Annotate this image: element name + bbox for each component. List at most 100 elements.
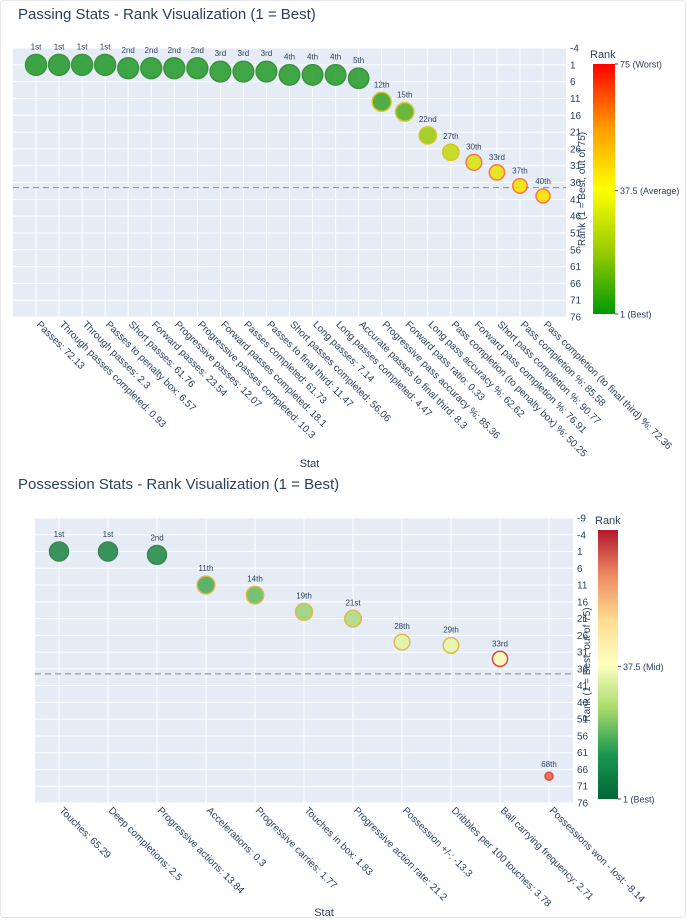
data-point [393, 633, 411, 651]
y-tick-label: 66 [570, 279, 582, 290]
data-label: 22nd [419, 115, 437, 124]
data-label: 2nd [168, 46, 181, 55]
chart-title: Passing Stats - Rank Visualization (1 = … [18, 6, 316, 23]
colorbar-title: Rank [595, 515, 621, 527]
data-point [371, 91, 392, 113]
y-tick-label: 71 [570, 296, 582, 307]
x-tick-label: Progressive action rate: 21.2 [351, 805, 449, 903]
y-tick-label: 6 [577, 564, 583, 575]
y-tick-label: -9 [577, 514, 586, 525]
data-point [535, 188, 551, 204]
data-label: 3rd [215, 49, 227, 58]
y-tick-label: 41 [577, 681, 589, 692]
data-point [465, 153, 483, 171]
data-label: 68th [541, 760, 557, 769]
y-tick-label: 1 [577, 547, 583, 558]
data-label: 3rd [238, 49, 250, 58]
y-tick-label: 26 [577, 631, 589, 642]
y-tick-label: 16 [577, 597, 589, 608]
colorbar-tick-label: 37.5 (Mid) [623, 662, 664, 672]
data-point [491, 650, 509, 668]
data-label: 37th [512, 167, 528, 176]
y-tick-label: 76 [570, 313, 582, 324]
y-tick-label: -4 [570, 44, 579, 55]
chart-title: Possession Stats - Rank Visualization (1… [18, 476, 340, 493]
data-label: 33rd [492, 639, 508, 648]
y-tick-label: 21 [577, 614, 589, 625]
data-point [70, 53, 94, 77]
possession-chart: Possession Stats - Rank Visualization (1… [0, 470, 686, 920]
colorbar-tick-label: 1 (Best) [620, 310, 652, 320]
data-label: 30th [466, 142, 482, 151]
data-point [232, 60, 255, 83]
data-label: 12th [374, 80, 390, 89]
data-label: 5th [353, 56, 364, 65]
y-tick-label: 36 [577, 664, 589, 675]
x-axis-title: Stat [314, 907, 334, 919]
data-point [196, 575, 216, 595]
y-tick-label: 21 [570, 128, 582, 139]
data-label: 1st [77, 42, 88, 51]
x-tick-label: Possessions won - lost: -8.14 [547, 805, 647, 905]
y-tick-label: 1 [570, 60, 576, 71]
data-label: 1st [54, 42, 65, 51]
colorbar [593, 64, 615, 314]
x-tick-label: Dribbles per 100 touches: 3.78 [449, 805, 553, 909]
y-tick-label: 46 [570, 212, 582, 223]
data-label: 1st [103, 530, 114, 539]
y-tick-label: -4 [577, 530, 586, 541]
y-tick-label: 51 [577, 715, 589, 726]
data-label: 28th [394, 622, 410, 631]
data-point [488, 164, 506, 181]
y-tick-label: 66 [577, 765, 589, 776]
data-label: 27th [443, 132, 459, 141]
y-tick-label: 31 [570, 161, 582, 172]
y-tick-label: 61 [577, 748, 589, 759]
data-label: 2nd [191, 46, 204, 55]
data-point [209, 60, 232, 83]
y-tick-label: 26 [570, 144, 582, 155]
colorbar-title: Rank [590, 49, 616, 61]
data-point [146, 544, 168, 566]
colorbar-axis-title: Rank (1 = Best, out of 75) [577, 132, 588, 246]
y-tick-label: 61 [570, 262, 582, 273]
y-tick-label: 56 [570, 245, 582, 256]
data-point [394, 101, 415, 122]
y-tick-label: 16 [570, 111, 582, 122]
data-point [343, 609, 363, 628]
data-point [418, 126, 438, 145]
y-tick-label: 46 [577, 698, 589, 709]
data-label: 29th [443, 626, 459, 635]
data-point [97, 541, 119, 562]
data-label: 11th [199, 564, 214, 573]
y-tick-label: 41 [570, 195, 582, 206]
data-point [93, 53, 117, 77]
data-point [294, 602, 314, 622]
data-label: 1st [54, 530, 65, 539]
colorbar-tick-label: 37.5 (Average) [620, 186, 679, 196]
data-point [442, 636, 460, 654]
y-tick-label: 76 [577, 799, 589, 810]
colorbar-tick-label: 1 (Best) [623, 795, 655, 805]
data-point [441, 143, 460, 162]
colorbar-axis-title: Rank (1 = Best, out of 75) [582, 607, 593, 721]
data-label: 2nd [150, 533, 163, 542]
data-label: 15th [397, 91, 413, 100]
data-label: 33rd [489, 153, 505, 162]
data-label: 21st [345, 598, 361, 607]
data-point [511, 177, 528, 194]
data-label: 2nd [122, 46, 135, 55]
data-point [347, 67, 370, 90]
y-tick-label: 11 [570, 94, 581, 105]
data-point [245, 585, 265, 605]
passing-chart: Passing Stats - Rank Visualization (1 = … [13, 6, 679, 470]
data-label: 3rd [261, 49, 273, 58]
x-tick-label: Touches: 65.29 [57, 805, 113, 861]
colorbar [598, 530, 618, 799]
y-tick-label: 31 [577, 648, 589, 659]
x-tick-label: Progressive actions: 13.84 [155, 805, 246, 896]
data-point [140, 57, 163, 80]
y-tick-label: 71 [577, 782, 589, 793]
